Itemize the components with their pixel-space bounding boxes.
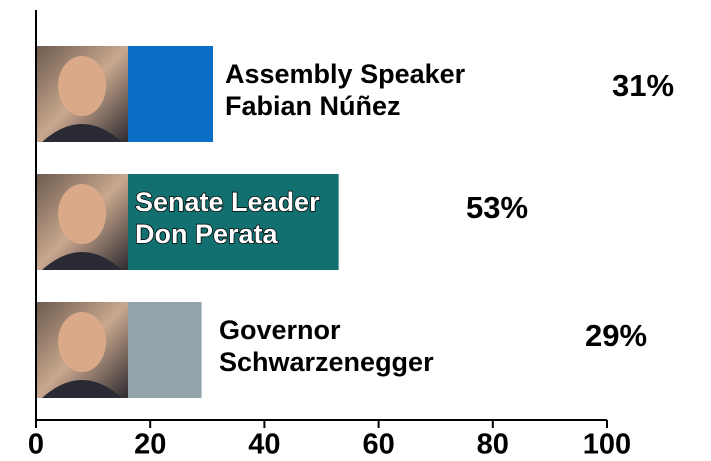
photo-suit	[42, 380, 122, 398]
photo-face	[58, 312, 106, 372]
value-label: 29%	[585, 318, 647, 353]
x-tick-label: 0	[28, 429, 44, 461]
value-label: 53%	[466, 190, 528, 225]
bar-label: Assembly Speaker	[225, 59, 466, 89]
photo-face	[58, 56, 106, 116]
bar-label: Fabian Núñez	[225, 91, 401, 121]
photo-face	[58, 184, 106, 244]
x-tick-label: 80	[477, 429, 509, 461]
value-label: 31%	[612, 68, 674, 103]
photo-suit	[42, 124, 122, 142]
bar-label: Governor	[219, 315, 341, 345]
x-tick-label: 100	[583, 429, 631, 461]
x-tick-label: 40	[248, 429, 280, 461]
bar-label: Don Perata	[135, 219, 279, 249]
x-tick-label: 20	[134, 429, 166, 461]
photo-suit	[42, 252, 122, 270]
bar-label: Schwarzenegger	[219, 347, 434, 377]
x-tick-label: 60	[362, 429, 394, 461]
bar-label: Senate Leader	[135, 187, 320, 217]
